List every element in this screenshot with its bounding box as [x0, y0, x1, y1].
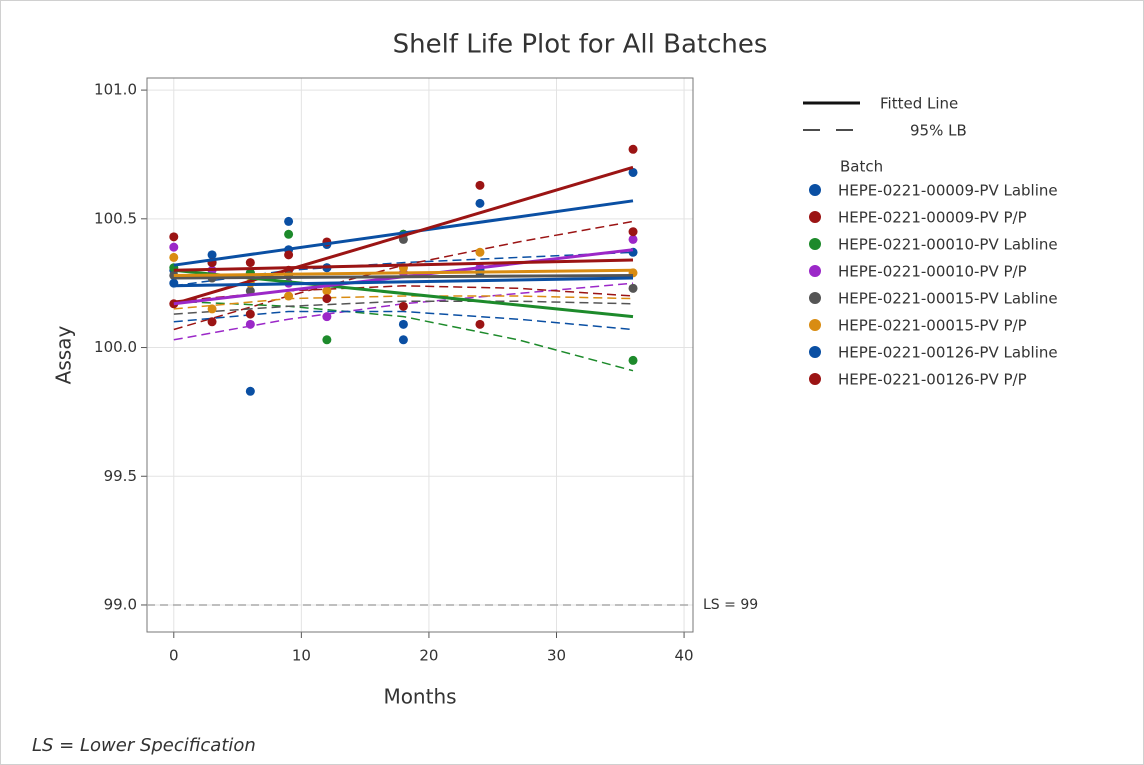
legend-label: HEPE-0221-00126-PV Labline — [838, 344, 1058, 362]
data-point — [169, 299, 179, 309]
data-point — [207, 304, 217, 314]
data-point — [245, 258, 255, 268]
data-point — [628, 144, 638, 154]
legend-marker — [809, 346, 821, 358]
data-point — [322, 335, 332, 345]
legend-label: HEPE-0221-00010-PV P/P — [838, 263, 1027, 281]
data-point — [628, 227, 638, 237]
x-tick-label: 10 — [292, 647, 311, 665]
lb-line — [173, 295, 634, 310]
legend-label: HEPE-0221-00009-PV P/P — [838, 209, 1027, 227]
data-point — [475, 180, 485, 190]
data-point — [628, 355, 638, 365]
legend-marker — [809, 184, 821, 196]
legend-label: HEPE-0221-00015-PV Labline — [838, 290, 1058, 308]
y-tick-label: 100.0 — [94, 338, 137, 356]
legend-marker — [809, 292, 821, 304]
legend-marker — [809, 373, 821, 385]
fitted-line — [173, 274, 634, 280]
data-point — [628, 234, 638, 244]
y-tick-label: 100.5 — [94, 209, 137, 227]
data-point — [207, 250, 217, 260]
legend-label: HEPE-0221-00009-PV Labline — [838, 182, 1058, 200]
data-point — [207, 317, 217, 327]
footnote: LS = Lower Specification — [32, 735, 256, 756]
legend-marker — [809, 319, 821, 331]
data-point — [628, 283, 638, 293]
data-point — [475, 198, 485, 208]
data-point — [245, 309, 255, 319]
legend-fitted-label: Fitted Line — [880, 95, 958, 113]
lb-line — [173, 300, 634, 315]
data-point — [322, 294, 332, 304]
y-tick-label: 99.0 — [104, 595, 137, 613]
reference-label: LS = 99 — [703, 597, 758, 613]
legend-title: Batch — [840, 158, 883, 176]
data-point — [398, 335, 408, 345]
y-tick-label: 101.0 — [94, 81, 137, 99]
x-tick-label: 0 — [169, 647, 179, 665]
legend-marker — [809, 211, 821, 223]
lb-line — [173, 300, 634, 372]
data-point — [475, 319, 485, 329]
data-point — [169, 252, 179, 262]
fitted-line — [173, 199, 634, 267]
data-point — [169, 242, 179, 252]
fitted-line — [173, 258, 634, 272]
legend-marker — [809, 238, 821, 250]
legend-label: HEPE-0221-00010-PV Labline — [838, 236, 1058, 254]
data-point — [169, 232, 179, 242]
data-point — [284, 216, 294, 226]
chart-title: Shelf Life Plot for All Batches — [393, 30, 768, 60]
x-tick-label: 20 — [419, 647, 438, 665]
legend-label: HEPE-0221-00126-PV P/P — [838, 371, 1027, 389]
legend-lb-label: 95% LB — [910, 122, 967, 140]
data-point — [398, 301, 408, 311]
data-point — [284, 291, 294, 301]
fitted-line — [173, 268, 634, 277]
data-point — [322, 312, 332, 322]
data-point — [284, 229, 294, 239]
data-point — [245, 386, 255, 396]
y-tick-label: 99.5 — [104, 467, 137, 485]
data-point — [245, 319, 255, 329]
data-point — [628, 167, 638, 177]
fitted-line — [173, 165, 634, 306]
plot-frame — [146, 77, 694, 633]
data-point — [475, 247, 485, 257]
x-tick-label: 40 — [675, 647, 694, 665]
data-point — [284, 250, 294, 260]
fitted-line — [173, 276, 634, 288]
legend-label: HEPE-0221-00015-PV P/P — [838, 317, 1027, 335]
x-tick-label: 30 — [547, 647, 566, 665]
y-axis-label: Assay — [52, 326, 76, 385]
x-axis-label: Months — [383, 685, 456, 709]
legend-marker — [809, 265, 821, 277]
data-point — [322, 286, 332, 296]
data-point — [398, 319, 408, 329]
